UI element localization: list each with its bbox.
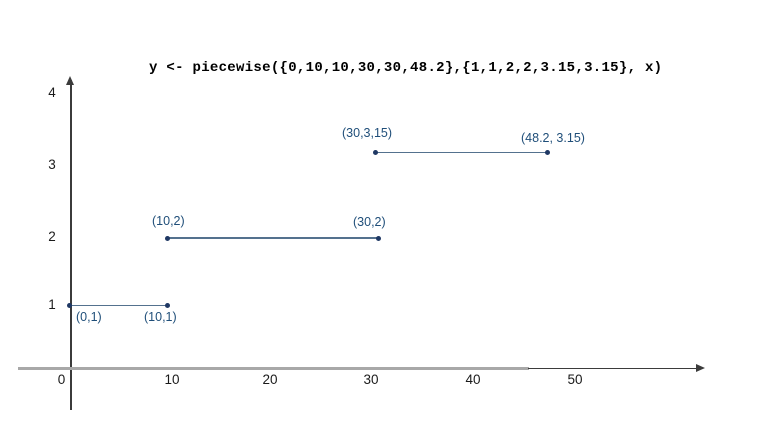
x-tick-label: 20 [262,372,278,387]
data-point-dot [375,235,381,241]
x-tick-label: 0 [57,372,66,387]
data-point-dot [544,150,550,155]
point-label: (30,2) [353,215,386,229]
x-axis-arrow-icon [696,364,705,372]
data-point-dot [372,150,378,155]
point-label: (30,3,15) [342,126,393,140]
point-label: (0,1) [76,310,102,324]
data-point-dot [164,235,170,241]
x-axis-line-gray [18,367,529,370]
segment-line [375,151,547,154]
y-axis-arrow-icon [66,76,74,85]
y-axis-line [70,80,72,410]
y-tick-label: 2 [48,229,56,244]
y-tick-label: 4 [48,85,56,100]
data-point-dot [164,303,170,308]
x-tick-label: 40 [465,372,481,387]
y-tick-label: 3 [48,157,56,172]
x-tick-label: 10 [164,372,180,387]
point-label: (10,1) [144,310,177,324]
x-tick-label: 30 [363,372,379,387]
segment-line [69,304,167,307]
plot-title: y <- piecewise({0,10,10,30,30,48.2},{1,1… [149,60,663,76]
data-point-dot [66,303,72,308]
y-tick-label: 1 [48,297,56,312]
x-axis-line-dark [528,367,698,370]
point-label: (10,2) [152,214,185,228]
x-tick-label: 50 [567,372,583,387]
segment-line [167,237,378,239]
point-label: (48.2, 3.15) [521,131,585,145]
